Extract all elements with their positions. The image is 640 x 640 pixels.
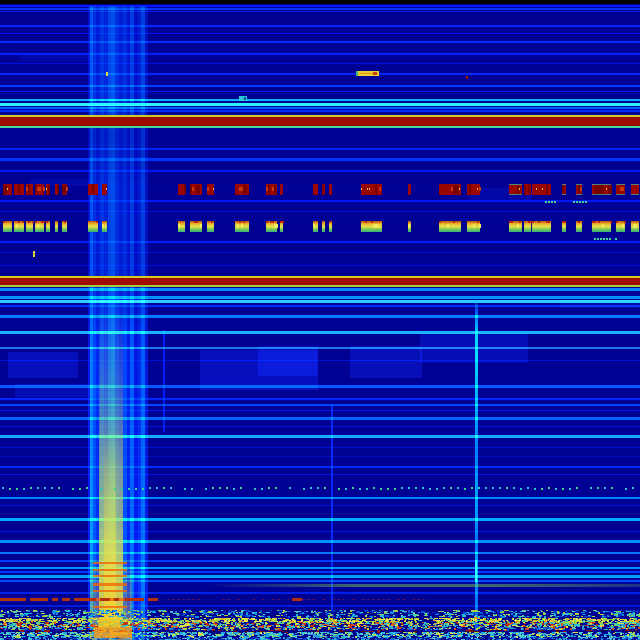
- spectrogram-canvas: [0, 0, 640, 640]
- spectrogram-view: [0, 0, 640, 640]
